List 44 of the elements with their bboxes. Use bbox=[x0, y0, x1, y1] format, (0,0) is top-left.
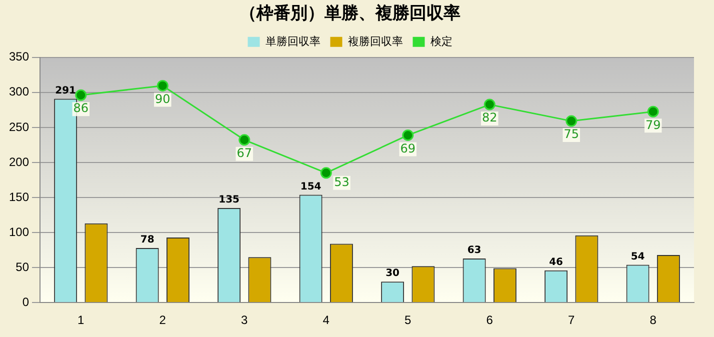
y-tick-label: 250 bbox=[8, 120, 30, 134]
x-tick-label: 4 bbox=[322, 313, 330, 328]
data-label: 135 bbox=[218, 194, 240, 206]
data-label: 79 bbox=[645, 118, 661, 132]
x-tick-label: 2 bbox=[159, 313, 166, 328]
x-tick-label: 5 bbox=[404, 313, 412, 328]
point bbox=[75, 89, 87, 101]
point bbox=[484, 98, 496, 110]
y-tick-label: 0 bbox=[22, 294, 30, 309]
data-label: 69 bbox=[400, 141, 416, 156]
data-label: 90 bbox=[155, 92, 170, 106]
x-tick-label: 3 bbox=[241, 313, 248, 328]
data-label: 46 bbox=[549, 256, 564, 268]
data-label: 154 bbox=[300, 181, 322, 192]
y-tick-label: 50 bbox=[16, 260, 30, 274]
data-label: 63 bbox=[467, 245, 482, 256]
point bbox=[156, 80, 168, 92]
chart-title: （枠番別）単勝、複勝回収率 bbox=[240, 4, 460, 24]
y-tick-label: 100 bbox=[8, 224, 30, 239]
x-tick-label: 6 bbox=[486, 313, 494, 328]
data-label: 82 bbox=[482, 110, 498, 125]
data-label: 53 bbox=[334, 175, 350, 190]
data-label: 67 bbox=[236, 146, 252, 160]
point bbox=[238, 134, 250, 146]
y-tick-label: 200 bbox=[8, 154, 30, 169]
legend-label: 検定 bbox=[430, 34, 452, 48]
y-tick-label: 150 bbox=[8, 190, 30, 204]
point bbox=[402, 129, 414, 141]
legend-label: 複勝回収率 bbox=[348, 34, 403, 48]
x-tick-label: 1 bbox=[78, 313, 85, 328]
legend-label: 単勝回収率 bbox=[265, 34, 320, 48]
y-tick-label: 350 bbox=[8, 50, 30, 64]
data-label: 75 bbox=[564, 127, 580, 142]
data-label: 54 bbox=[630, 251, 645, 262]
data-label: 78 bbox=[140, 234, 154, 246]
x-tick-label: 7 bbox=[568, 313, 576, 328]
y-tick-label: 300 bbox=[8, 84, 30, 99]
point bbox=[647, 106, 659, 118]
data-label: 30 bbox=[386, 268, 400, 280]
x-tick-label: 8 bbox=[650, 313, 657, 328]
data-label: 86 bbox=[73, 101, 89, 116]
point bbox=[566, 115, 578, 127]
point bbox=[320, 167, 332, 179]
data-label: 291 bbox=[55, 85, 76, 96]
